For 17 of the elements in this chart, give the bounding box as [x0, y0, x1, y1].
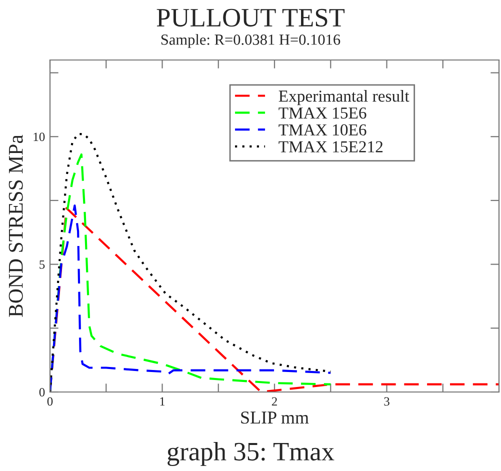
x-tick-label: 1: [160, 397, 165, 406]
caption: graph 35: Tmax: [168, 442, 334, 466]
legend-label: TMAX 15E212: [278, 141, 383, 152]
x-tick-label: 3: [384, 397, 390, 406]
line-series: [50, 204, 332, 392]
legend-label: TMAX 10E6: [278, 124, 366, 136]
x-tick-label: 2: [272, 397, 277, 406]
legend-label: TMAX 15E6: [278, 107, 366, 119]
y-axis-title: BOND STRESS MPa: [8, 134, 23, 317]
y-tick-label: 10: [34, 132, 45, 142]
chart-title: PULLOUT TEST: [156, 8, 345, 27]
x-axis-title: SLIP mm: [241, 412, 309, 424]
y-tick-label: 5: [40, 260, 45, 269]
chart-subtitle: Sample: R=0.0381 H=0.1016: [161, 34, 340, 48]
x-tick-label: 0: [47, 397, 53, 406]
legend-label: Experimantal result: [278, 90, 410, 106]
y-tick-label: 0: [39, 388, 45, 396]
